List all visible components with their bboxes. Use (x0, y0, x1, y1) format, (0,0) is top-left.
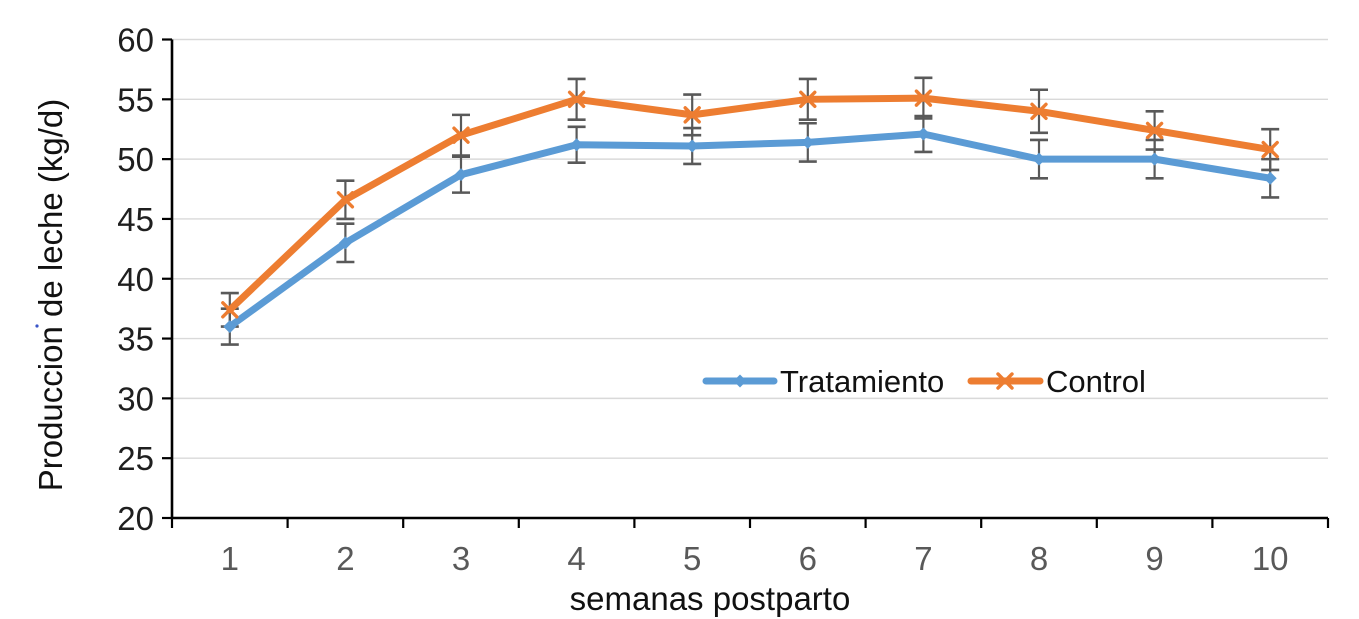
legend-sample-tratamiento (702, 374, 778, 388)
y-tick-label: 55 (117, 81, 154, 118)
x-tick-label: 8 (1030, 540, 1048, 577)
x-tick-label: 1 (221, 540, 239, 577)
data-point-marker-tratamiento (685, 139, 699, 153)
y-tick-label: 50 (117, 141, 154, 178)
y-tick-label: 25 (117, 440, 154, 477)
data-point-marker-tratamiento (570, 138, 584, 152)
data-point-marker-tratamiento (223, 320, 237, 334)
y-axis-title: Produccion de leche (kg/d) (32, 99, 69, 492)
legend-label-control: Control (1046, 364, 1146, 399)
data-point-marker-tratamiento (916, 127, 930, 141)
y-axis-tick-labels: 20 25 30 35 40 45 50 55 60 (117, 22, 154, 538)
x-tick-label: 4 (567, 540, 585, 577)
y-tick-label: 35 (117, 321, 154, 358)
stray-dot (35, 324, 39, 328)
data-point-marker-control (221, 301, 239, 319)
series-control (221, 89, 1279, 319)
series-tratamiento (223, 127, 1277, 334)
data-point-marker-tratamiento (1263, 171, 1277, 185)
x-axis-title: semanas postparto (570, 580, 851, 617)
legend-label-tratamiento: Tratamiento (780, 364, 944, 399)
axes (162, 38, 1330, 528)
data-point-marker-tratamiento (801, 135, 815, 149)
y-tick-label: 45 (117, 201, 154, 238)
y-tick-label: 60 (117, 22, 154, 59)
data-series (221, 89, 1279, 334)
data-point-marker-control (1030, 102, 1048, 120)
x-tick-label: 7 (914, 540, 932, 577)
x-tick-label: 6 (799, 540, 817, 577)
data-point-marker-control (567, 90, 586, 109)
x-axis-tick-labels: 1 2 3 4 5 6 7 8 9 10 (221, 540, 1289, 577)
y-tick-label: 30 (117, 380, 154, 417)
x-tick-label: 9 (1145, 540, 1163, 577)
legend-marker-diamond (733, 374, 747, 388)
x-tick-label: 3 (452, 540, 470, 577)
legend-marker-x (996, 372, 1014, 390)
x-tick-label: 5 (683, 540, 701, 577)
data-point-marker-control (1261, 140, 1279, 159)
data-point-marker-control (336, 191, 355, 209)
data-point-marker-control (683, 106, 701, 124)
data-point-marker-tratamiento (454, 168, 468, 182)
data-point-marker-tratamiento (1148, 152, 1162, 166)
y-tick-label: 20 (117, 500, 154, 537)
y-tick-label: 40 (117, 261, 154, 298)
data-point-marker-control (914, 89, 933, 107)
x-tick-label: 10 (1252, 540, 1289, 577)
series-line-tratamiento (226, 130, 1274, 331)
data-point-marker-tratamiento (338, 236, 352, 250)
data-point-marker-control (1145, 121, 1164, 140)
error-bars (220, 76, 1280, 346)
legend-sample-control (967, 372, 1044, 390)
data-point-marker-control (799, 90, 817, 109)
x-tick-label: 2 (336, 540, 354, 577)
data-point-marker-tratamiento (1032, 152, 1046, 166)
legend: Tratamiento Control (702, 364, 1146, 399)
series-line-control (226, 94, 1274, 314)
data-point-marker-control (452, 126, 470, 144)
gridlines (172, 38, 1328, 459)
